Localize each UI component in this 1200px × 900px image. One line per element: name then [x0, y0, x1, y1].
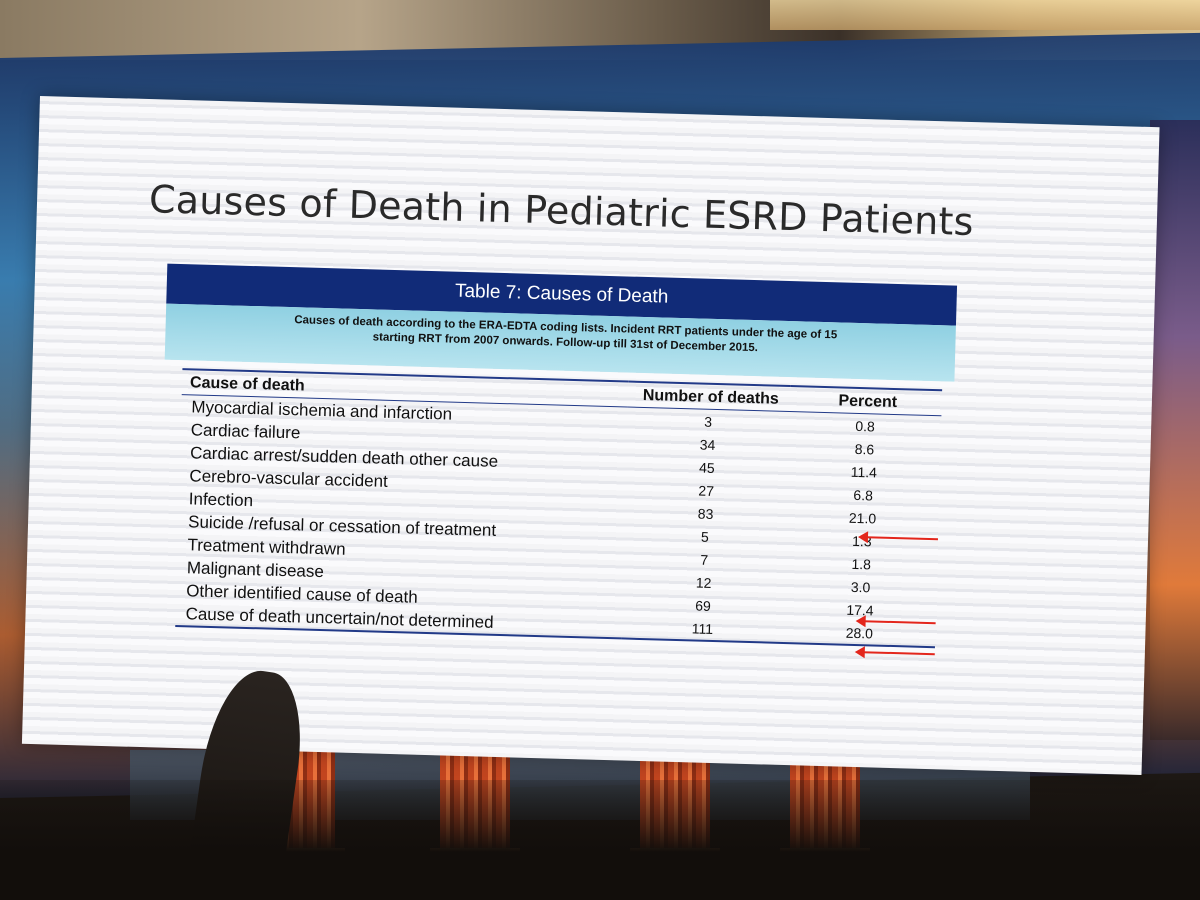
- presentation-slide: Causes of Death in Pediatric ESRD Patien…: [21, 96, 1160, 776]
- table-subcaption: Causes of death according to the ERA-EDT…: [294, 314, 838, 355]
- number-cell: 111: [621, 614, 784, 643]
- slide-title: Causes of Death in Pediatric ESRD Patien…: [148, 177, 975, 245]
- audience-foreground: [0, 780, 1200, 900]
- led-backdrop-right: [1150, 120, 1200, 740]
- ceiling-light: [770, 0, 1200, 30]
- causes-of-death-table: Cause of death Number of deaths Percent …: [175, 368, 943, 648]
- red-arrow-icon: [862, 651, 935, 656]
